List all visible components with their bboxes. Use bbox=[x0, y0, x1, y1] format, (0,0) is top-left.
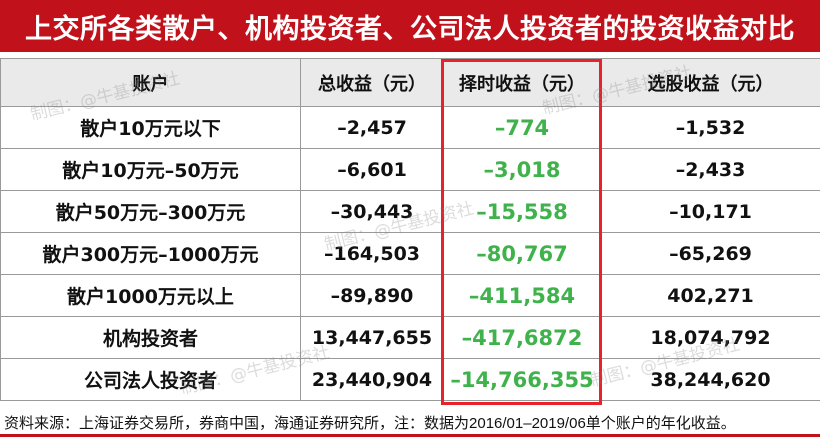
table-row: 散户300万元–1000万元 –164,503 –80,767 –65,269 bbox=[0, 232, 820, 275]
timing-return-cell: –774 bbox=[443, 106, 601, 149]
timing-return-cell: –417,6872 bbox=[443, 316, 601, 359]
account-cell: 公司法人投资者 bbox=[0, 358, 301, 401]
selection-return-cell: –2,433 bbox=[600, 148, 820, 191]
account-cell: 散户10万元以下 bbox=[0, 106, 301, 149]
timing-return-cell: –3,018 bbox=[443, 148, 601, 191]
header-account: 账户 bbox=[0, 58, 301, 107]
total-return-cell: –2,457 bbox=[300, 106, 444, 149]
selection-return-cell: –65,269 bbox=[600, 232, 820, 275]
timing-return-cell: –411,584 bbox=[443, 274, 601, 317]
selection-return-cell: –10,171 bbox=[600, 190, 820, 233]
total-return-cell: 13,447,655 bbox=[300, 316, 444, 359]
account-cell: 散户1000万元以上 bbox=[0, 274, 301, 317]
timing-return-cell: –80,767 bbox=[443, 232, 601, 275]
total-return-cell: –164,503 bbox=[300, 232, 444, 275]
bottom-divider bbox=[0, 434, 820, 437]
account-cell: 散户300万元–1000万元 bbox=[0, 232, 301, 275]
selection-return-cell: 402,271 bbox=[600, 274, 820, 317]
table-row: 散户10万元–50万元 –6,601 –3,018 –2,433 bbox=[0, 148, 820, 191]
total-return-cell: –30,443 bbox=[300, 190, 444, 233]
timing-return-cell: –15,558 bbox=[443, 190, 601, 233]
total-return-cell: –6,601 bbox=[300, 148, 444, 191]
header-selection-return: 选股收益（元） bbox=[600, 58, 820, 107]
account-cell: 散户10万元–50万元 bbox=[0, 148, 301, 191]
account-cell: 机构投资者 bbox=[0, 316, 301, 359]
source-note: 资料来源：上海证券交易所，券商中国，海通证券研究所，注：数据为2016/01–2… bbox=[4, 415, 736, 432]
selection-return-cell: –1,532 bbox=[600, 106, 820, 149]
selection-return-cell: 38,244,620 bbox=[600, 358, 820, 401]
table-row: 公司法人投资者 23,440,904 –14,766,355 38,244,62… bbox=[0, 358, 820, 401]
total-return-cell: 23,440,904 bbox=[300, 358, 444, 401]
table-row: 机构投资者 13,447,655 –417,6872 18,074,792 bbox=[0, 316, 820, 359]
header-timing-return: 择时收益（元） bbox=[443, 58, 601, 107]
table-row: 散户1000万元以上 –89,890 –411,584 402,271 bbox=[0, 274, 820, 317]
selection-return-cell: 18,074,792 bbox=[600, 316, 820, 359]
account-cell: 散户50万元–300万元 bbox=[0, 190, 301, 233]
page-title: 上交所各类散户、机构投资者、公司法人投资者的投资收益对比 bbox=[0, 0, 820, 52]
total-return-cell: –89,890 bbox=[300, 274, 444, 317]
table-row: 散户10万元以下 –2,457 –774 –1,532 bbox=[0, 106, 820, 149]
timing-return-cell: –14,766,355 bbox=[443, 358, 601, 401]
returns-table: 账户 总收益（元） 择时收益（元） 选股收益（元） 散户10万元以下 –2,45… bbox=[0, 58, 820, 401]
table-header-row: 账户 总收益（元） 择时收益（元） 选股收益（元） bbox=[0, 58, 820, 107]
header-total-return: 总收益（元） bbox=[300, 58, 444, 107]
table-row: 散户50万元–300万元 –30,443 –15,558 –10,171 bbox=[0, 190, 820, 233]
